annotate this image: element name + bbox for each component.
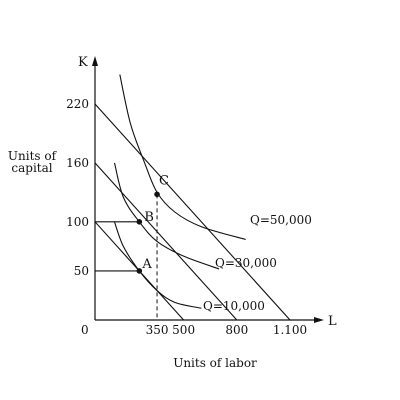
point-b	[136, 219, 143, 225]
x-tick-label-2: 500	[172, 323, 195, 337]
isocost-line-1	[94, 162, 238, 321]
x-axis-title: Units of labor	[173, 356, 257, 370]
point-label-c: C	[159, 173, 169, 188]
tangency-points: A B C	[136, 173, 169, 274]
isoquant-curve-1	[113, 162, 220, 270]
point-label-b: B	[144, 210, 154, 225]
isocost-line-2	[94, 103, 291, 321]
x-axis-letter: L	[328, 314, 337, 329]
y-axis-title-line-2: capital	[11, 161, 52, 175]
y-tick-labels: 50 100 160 220	[66, 97, 89, 278]
y-axis-arrow	[92, 56, 98, 66]
y-tick-label-0: 50	[74, 264, 89, 278]
x-tick-labels: 0 350 500 800 1.100	[81, 323, 307, 337]
point-c	[154, 191, 160, 198]
point-label-a: A	[141, 257, 152, 272]
isoquant-label-2: Q=50,000	[250, 213, 312, 227]
isocost-lines	[94, 103, 291, 321]
x-axis-arrow	[314, 317, 324, 323]
guide-lines	[95, 194, 158, 320]
x-tick-label-4: 1.100	[273, 323, 307, 337]
point-a	[136, 268, 143, 274]
isoquant-curve-2	[119, 74, 246, 241]
y-axis-letter: K	[78, 55, 88, 70]
x-tick-label-0: 0	[81, 323, 89, 337]
y-axis-title-line-1: Units of	[8, 149, 58, 163]
isoquant-curves: Q=10,000 Q=30,000 Q=50,000	[113, 74, 312, 313]
x-tick-label-1: 350	[146, 323, 169, 337]
isoquant-label-1: Q=30,000	[215, 256, 277, 270]
y-tick-label-1: 100	[66, 215, 89, 229]
x-tick-label-3: 800	[225, 323, 248, 337]
y-tick-label-3: 220	[66, 97, 89, 111]
y-tick-label-2: 160	[66, 156, 89, 170]
isoquant-curve-0	[113, 221, 202, 309]
isoquant-label-0: Q=10,000	[203, 299, 265, 313]
